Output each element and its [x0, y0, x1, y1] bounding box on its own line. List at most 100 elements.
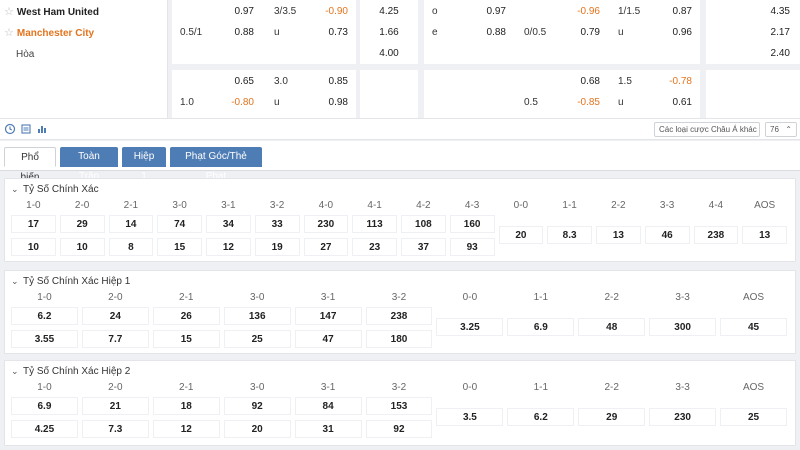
draw-score-odds[interactable]: 3.5 — [436, 408, 504, 426]
away-score-odds[interactable]: 10 — [11, 238, 56, 256]
away-score-odds[interactable]: 12 — [152, 420, 220, 438]
tab-corners-cards[interactable]: Phạt Góc/Thẻ Phạt — [170, 147, 262, 182]
away-score-odds[interactable]: 15 — [157, 238, 202, 256]
odds-cell[interactable]: 3/3.5 -0.90 — [268, 2, 354, 21]
home-score-odds[interactable]: 160 — [449, 215, 495, 233]
home-score-odds[interactable]: 6.2 — [11, 307, 78, 325]
away-score-odds[interactable]: 47 — [294, 330, 362, 348]
away-score-odds[interactable]: 25 — [223, 330, 291, 348]
draw-score-odds[interactable]: 8.3 — [547, 226, 592, 244]
section-title[interactable]: ⌄ Tỷ Số Chính Xác — [11, 182, 99, 197]
draw-score-odds[interactable]: 20 — [498, 226, 544, 244]
odds-cell[interactable]: u 0.96 — [612, 23, 698, 42]
odds-cell[interactable]: 4.35 — [708, 2, 796, 21]
home-score-odds[interactable]: 92 — [223, 397, 291, 415]
odds-cell[interactable]: 0/0.5 0.79 — [518, 23, 606, 42]
tab-full-match[interactable]: Toàn Trận — [60, 147, 118, 182]
away-score-odds[interactable]: 10 — [59, 238, 105, 256]
away-score-odds[interactable]: 3.55 — [11, 330, 78, 348]
away-score-odds[interactable]: 93 — [449, 238, 495, 256]
odds-cell[interactable]: 1.66 — [362, 23, 416, 42]
away-score-odds[interactable]: 92 — [365, 420, 433, 438]
away-score-odds[interactable]: 20 — [223, 420, 291, 438]
home-score-odds[interactable]: 230 — [303, 215, 349, 233]
draw-score-odds[interactable]: 238 — [693, 226, 739, 244]
odds-cell[interactable]: 2.40 — [708, 44, 796, 63]
odds-cell[interactable]: 1.0 -0.80 — [174, 93, 260, 112]
away-score-odds[interactable]: 7.7 — [81, 330, 149, 348]
odds-cell[interactable]: e 0.88 — [426, 23, 512, 42]
draw-score-odds[interactable]: 45 — [720, 318, 787, 336]
draw-score-odds[interactable]: 300 — [649, 318, 717, 336]
bar-chart-icon[interactable] — [36, 123, 48, 135]
favorite-star-icon[interactable]: ☆ — [4, 6, 14, 18]
away-score-odds[interactable]: 180 — [365, 330, 433, 348]
odds-cell[interactable]: 0.5/1 0.88 — [174, 23, 260, 42]
home-score-odds[interactable]: 74 — [157, 215, 202, 233]
draw-score-odds[interactable]: 6.2 — [507, 408, 575, 426]
draw-score-odds[interactable]: 13 — [742, 226, 787, 244]
odds-cell[interactable]: 0.65 — [174, 72, 260, 91]
away-score-odds[interactable]: 37 — [401, 238, 446, 256]
home-score-odds[interactable]: 113 — [352, 215, 397, 233]
home-score-odds[interactable]: 29 — [59, 215, 105, 233]
home-score-odds[interactable]: 34 — [206, 215, 251, 233]
away-score-odds[interactable]: 15 — [152, 330, 220, 348]
odds-cell[interactable]: 0.5 -0.85 — [518, 93, 606, 112]
section-title[interactable]: ⌄ Tỷ Số Chính Xác Hiệp 1 — [11, 274, 130, 289]
draw-score-odds[interactable]: 29 — [578, 408, 646, 426]
odds-cell[interactable]: u 0.61 — [612, 93, 698, 112]
list-icon[interactable] — [20, 123, 32, 135]
odds-cell[interactable]: 1.5 -0.78 — [612, 72, 698, 91]
home-score-odds[interactable]: 21 — [81, 397, 149, 415]
section-title[interactable]: ⌄ Tỷ Số Chính Xác Hiệp 2 — [11, 364, 130, 379]
away-team[interactable]: ☆ Manchester City — [4, 22, 94, 44]
home-score-odds[interactable]: 84 — [294, 397, 362, 415]
odds-cell[interactable]: 0.68 — [518, 72, 606, 91]
tab-popular[interactable]: Phổ biến — [4, 147, 56, 183]
home-score-odds[interactable]: 18 — [152, 397, 220, 415]
draw-score-odds[interactable]: 48 — [578, 318, 646, 336]
home-score-odds[interactable]: 147 — [294, 307, 362, 325]
odds-cell[interactable]: u 0.98 — [268, 93, 354, 112]
tab-first-half[interactable]: Hiệp 1 — [122, 147, 166, 182]
market-count-select[interactable]: 76 ⌃ — [765, 122, 797, 137]
away-score-odds[interactable]: 23 — [352, 238, 397, 256]
market-type-select[interactable]: Các loại cược Châu Á khác — [654, 122, 760, 137]
home-score-odds[interactable]: 136 — [223, 307, 291, 325]
home-score-odds[interactable]: 17 — [11, 215, 56, 233]
home-score-odds[interactable]: 14 — [108, 215, 154, 233]
home-score-odds[interactable]: 153 — [365, 397, 433, 415]
odds-cell[interactable]: o 0.97 — [426, 2, 512, 21]
odds-cell[interactable]: 0.97 — [174, 2, 260, 21]
home-score-odds[interactable]: 26 — [152, 307, 220, 325]
odds-cell[interactable]: 3.0 0.85 — [268, 72, 354, 91]
away-score-odds[interactable]: 19 — [254, 238, 300, 256]
draw-score-odds[interactable]: 25 — [720, 408, 787, 426]
odds-cell[interactable]: 4.00 — [362, 44, 416, 63]
home-score-odds[interactable]: 108 — [401, 215, 446, 233]
draw-score-odds[interactable]: 230 — [649, 408, 717, 426]
odds-cell[interactable]: u 0.73 — [268, 23, 354, 42]
odds-cell[interactable]: 2.17 — [708, 23, 796, 42]
away-score-odds[interactable]: 4.25 — [11, 420, 78, 438]
draw-score-odds[interactable]: 46 — [644, 226, 690, 244]
away-score-odds[interactable]: 27 — [303, 238, 349, 256]
away-score-odds[interactable]: 8 — [108, 238, 154, 256]
away-score-odds[interactable]: 31 — [294, 420, 362, 438]
home-score-odds[interactable]: 6.9 — [11, 397, 78, 415]
home-team[interactable]: ☆ West Ham United — [4, 1, 99, 23]
odds-cell[interactable]: 1/1.5 0.87 — [612, 2, 698, 21]
clock-icon[interactable] — [4, 123, 16, 135]
home-score-odds[interactable]: 24 — [81, 307, 149, 325]
home-score-odds[interactable]: 33 — [254, 215, 300, 233]
odds-cell[interactable]: 4.25 — [362, 2, 416, 21]
draw-score-odds[interactable]: 3.25 — [436, 318, 504, 336]
away-score-odds[interactable]: 12 — [206, 238, 251, 256]
draw-score-odds[interactable]: 13 — [596, 226, 641, 244]
odds-cell[interactable]: -0.96 — [518, 2, 606, 21]
draw-score-odds[interactable]: 6.9 — [507, 318, 575, 336]
home-score-odds[interactable]: 238 — [365, 307, 433, 325]
favorite-star-icon[interactable]: ☆ — [4, 27, 14, 39]
away-score-odds[interactable]: 7.3 — [81, 420, 149, 438]
